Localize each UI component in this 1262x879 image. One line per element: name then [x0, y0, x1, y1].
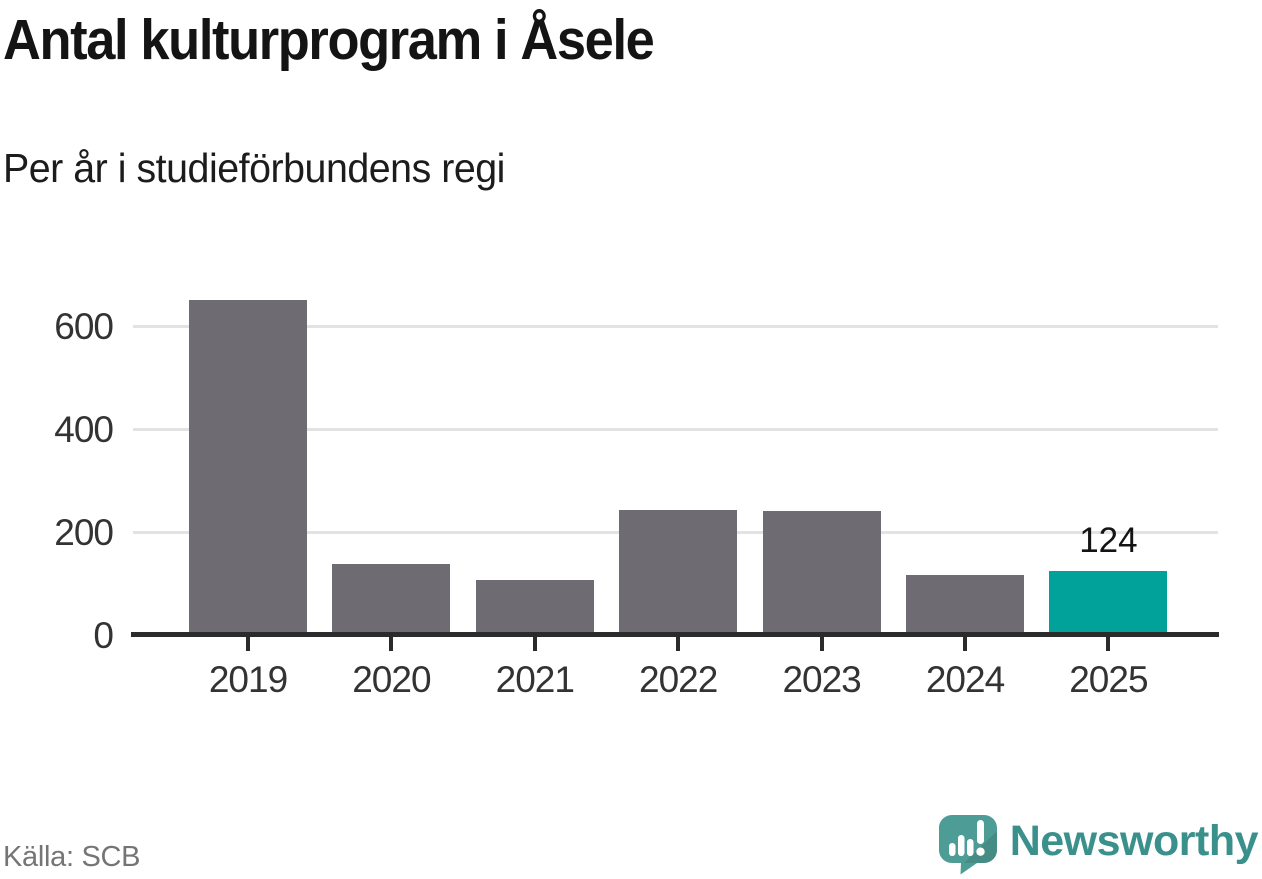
bar-2022 — [619, 509, 738, 635]
newsworthy-logo-icon — [938, 815, 997, 875]
y-tick-label-200: 200 — [54, 512, 114, 553]
source-credit: Källa: SCB — [3, 841, 141, 873]
x-tick-mark-2019 — [246, 637, 250, 651]
x-tick-mark-2025 — [1106, 637, 1111, 651]
bar-2024 — [906, 574, 1024, 635]
logo-bar-tall — [957, 835, 965, 856]
bar-value-label: 124 — [1079, 521, 1138, 561]
y-tick-label-0: 0 — [93, 615, 114, 656]
chart-title: Antal kulturprogram i Åsele — [3, 8, 655, 72]
x-tick-label-2019: 2019 — [208, 659, 288, 700]
logo-bar-medium — [966, 839, 974, 856]
logo-bar-small — [948, 843, 956, 856]
bar-2021 — [475, 580, 594, 635]
x-tick-label-2020: 2020 — [352, 659, 431, 700]
x-tick-mark-2023 — [819, 637, 824, 651]
logo-exclamation-stem — [976, 820, 984, 844]
x-axis-line — [131, 632, 1219, 637]
gridline-400 — [133, 427, 1218, 431]
bar-2023 — [762, 510, 881, 635]
x-tick-mark-2021 — [532, 637, 537, 651]
gridline-600 — [133, 324, 1218, 328]
x-tick-label-2021: 2021 — [495, 659, 575, 700]
y-tick-label-400: 400 — [54, 409, 114, 450]
x-tick-mark-2024 — [963, 637, 967, 651]
x-tick-label-2024: 2024 — [925, 659, 1005, 700]
bar-2020 — [332, 564, 451, 635]
bar-2019 — [189, 300, 307, 635]
x-tick-mark-2020 — [389, 637, 394, 651]
newsworthy-logo: Newsworthy — [937, 813, 1259, 876]
chart-subtitle: Per år i studieförbundens regi — [3, 145, 505, 191]
newsworthy-logo-text: Newsworthy — [1009, 817, 1259, 865]
x-tick-label-2022: 2022 — [639, 659, 718, 700]
y-tick-label-600: 600 — [54, 306, 114, 347]
bar-2025 — [1049, 571, 1168, 635]
x-tick-label-2025: 2025 — [1069, 659, 1148, 700]
logo-exclamation-dot — [976, 847, 985, 856]
x-tick-mark-2022 — [676, 637, 681, 651]
x-tick-label-2023: 2023 — [782, 659, 861, 700]
